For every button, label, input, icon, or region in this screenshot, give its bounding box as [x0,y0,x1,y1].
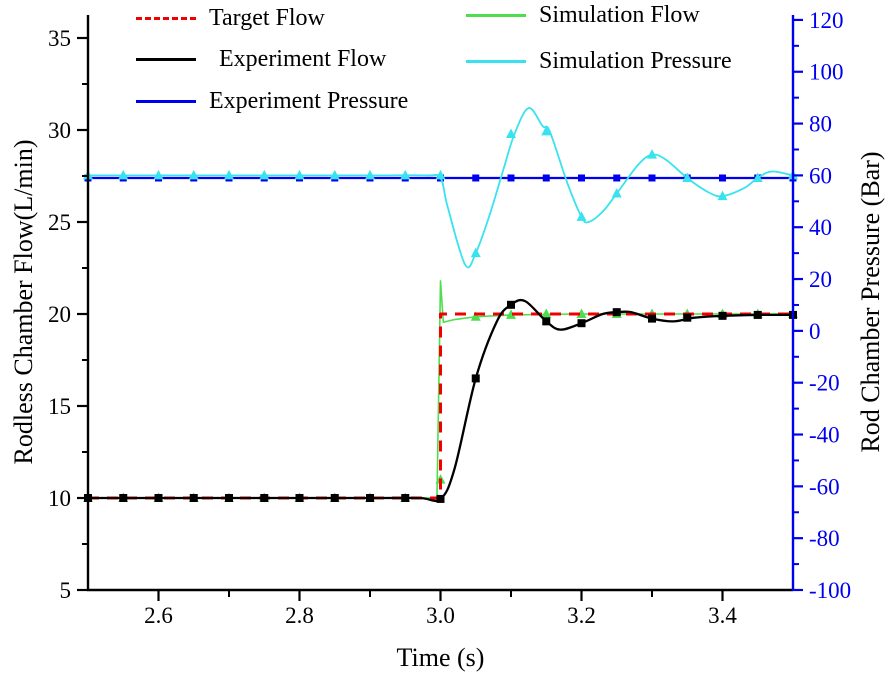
left-y-axis-title: Rodless Chamber Flow(L/min) [9,139,38,465]
x-axis-title: Time (s) [396,643,485,672]
tick-label: 30 [48,118,71,143]
tick-label: -40 [809,423,840,448]
legend-item-simulation-pressure: Simulation Pressure [466,46,732,76]
tick-label: 25 [48,210,71,235]
tick-label: 20 [809,267,832,292]
legend-item-target-flow: Target Flow [136,3,325,33]
legend-label-target-flow: Target Flow [209,4,325,31]
series-layer [83,107,798,503]
tick-label: 100 [809,60,844,85]
legend-item-experiment-pressure: Experiment Pressure [136,86,408,116]
legend-line-sample-simulation-flow [466,13,526,17]
legend-line-sample-experiment-flow [136,57,196,61]
tick-label: -20 [809,371,840,396]
tick-label: 20 [48,302,71,327]
tick-label: 60 [809,163,832,188]
tick-label: 3.0 [426,603,455,628]
legend-label-simulation-flow: Simulation Flow [539,1,700,28]
legend-line-sample-target-flow [136,16,196,20]
tick-label: -60 [809,474,840,499]
axes-layer: 2.6 2.8 3.0 3.2 3.4 5 10 15 20 25 30 35 120 100 80 60 40… [48,8,851,628]
right-y-axis-title: Rod Chamber Pressure (Bar) [856,151,885,453]
series-target-flow [88,312,793,500]
tick-label: 10 [48,486,71,511]
legend-line-sample-experiment-pressure [136,99,196,103]
legend-item-simulation-flow: Simulation Flow [466,0,700,30]
tick-label: 0 [809,319,821,344]
tick-label: 5 [60,578,72,603]
tick-label: 35 [48,26,71,51]
series-simulation-pressure [83,107,798,269]
tick-label: 120 [809,8,844,33]
tick-label: -100 [809,578,851,603]
legend-item-experiment-flow: Experiment Flow [136,44,386,74]
tick-label: 2.8 [285,603,314,628]
legend-label-experiment-flow: Experiment Flow [219,45,387,72]
legend-label-experiment-pressure: Experiment Pressure [209,87,409,114]
tick-label: 2.6 [144,603,173,628]
legend-line-sample-simulation-pressure [466,59,526,63]
tick-label: 80 [809,112,832,137]
tick-label: 15 [48,394,71,419]
tick-label: 40 [809,215,832,240]
legend-label-simulation-pressure: Simulation Pressure [539,47,732,74]
tick-label: 3.2 [567,603,596,628]
tick-label: 3.4 [708,603,737,628]
tick-label: -80 [809,526,840,551]
